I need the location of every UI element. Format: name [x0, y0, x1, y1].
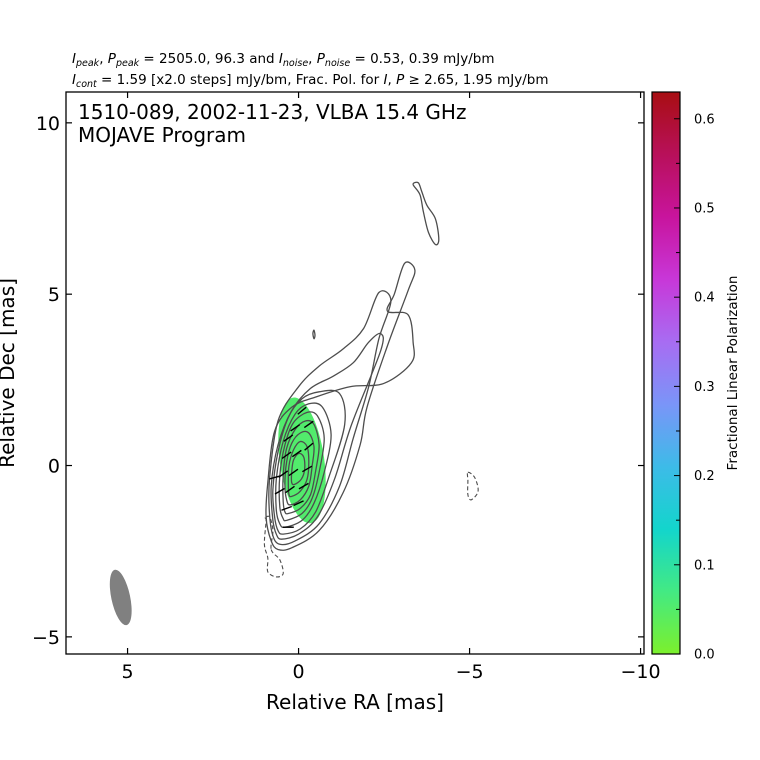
y-tick-label: 0 — [48, 456, 60, 478]
colorbar-tick-label: 0.3 — [694, 380, 715, 395]
stokes-i-contour-north-2 — [312, 329, 316, 340]
evpa-tick-4 — [304, 442, 314, 451]
colorbar-frame — [651, 91, 681, 655]
colorbar-tick-label: 0.0 — [694, 648, 715, 663]
map-layer — [109, 181, 479, 626]
evpa-tick-3 — [283, 434, 294, 442]
plot-frame — [65, 91, 645, 655]
colorbar-ticks: 0.0 0.1 0.2 0.3 0.4 0.5 0.6 — [674, 112, 715, 663]
x-axis-label: Relative RA [mas] — [266, 690, 444, 714]
y-axis-label: Relative Dec [mas] — [0, 278, 19, 468]
header-line-1: Ipeak, Ppeak = 2505.0, 96.3 and Inoise, … — [72, 51, 494, 69]
y-tick-label: 10 — [36, 113, 60, 135]
x-tick-label: 0 — [293, 661, 305, 683]
evpa-tick-2 — [290, 424, 301, 432]
stokes-i-contour-5 — [275, 402, 332, 528]
x-tick-label: −10 — [621, 661, 661, 683]
stokes-i-contour-8 — [284, 430, 315, 506]
x-tick-label: −5 — [456, 661, 484, 683]
negative-contour-1 — [466, 471, 479, 501]
evpa-tick-6 — [281, 451, 292, 459]
colorbar-tick-label: 0.2 — [694, 469, 715, 484]
x-tick-label: 5 — [122, 661, 134, 683]
restoring-beam — [109, 569, 132, 626]
stokes-i-contour-10 — [290, 452, 306, 486]
chart-title-line-1: 1510-089, 2002-11-23, VLBA 15.4 GHz — [78, 100, 466, 124]
colorbar-gradient — [652, 92, 680, 654]
chart-title-line-2: MOJAVE Program — [78, 123, 246, 147]
stokes-i-contour-4 — [272, 389, 346, 535]
evpa-tick-10 — [298, 482, 309, 490]
evpa-tick-5 — [291, 449, 302, 458]
plot-area: 5 0 −5 −10 10 5 0 −5 1510-089, 2002-11-23, VLBA… — [32, 91, 661, 683]
y-tick-label: −5 — [32, 627, 60, 649]
stokes-i-contour-7 — [282, 419, 320, 515]
evpa-tick-9 — [278, 470, 289, 478]
evpa-tick-8 — [288, 468, 299, 477]
colorbar-label: Fractional Linear Polarization — [725, 276, 741, 471]
y-tick-label: 5 — [48, 284, 60, 306]
stokes-i-contour-9 — [287, 440, 310, 498]
colorbar: 0.0 0.1 0.2 0.3 0.4 0.5 0.6 Fractional Linear … — [651, 91, 741, 663]
evpa-tick-1 — [303, 420, 314, 429]
evpa-tick-11 — [285, 485, 295, 494]
evpa-tick-16 — [297, 406, 307, 415]
evpa-tick-13 — [293, 500, 304, 507]
axis-ticks: 5 0 −5 −10 10 5 0 −5 — [32, 92, 661, 683]
colorbar-tick-label: 0.5 — [694, 201, 715, 216]
evpa-tick-12 — [274, 487, 285, 495]
colorbar-tick-label: 0.6 — [694, 112, 715, 127]
colorbar-tick-label: 0.1 — [694, 558, 715, 573]
stokes-i-contour-6 — [278, 411, 325, 522]
stokes-i-contour-2 — [268, 290, 392, 546]
negative-contour-2 — [263, 515, 284, 578]
evpa-tick-15 — [269, 475, 281, 480]
stokes-i-contour-1 — [265, 261, 416, 551]
colorbar-tick-label: 0.4 — [694, 291, 715, 306]
evpa-tick-14 — [281, 505, 293, 511]
stokes-i-contour-north-1 — [412, 181, 440, 246]
evpa-tick-7 — [302, 465, 313, 473]
header-line-2: Icont = 1.59 [x2.0 steps] mJy/bm, Frac. … — [72, 72, 549, 90]
stokes-i-contour-3 — [270, 332, 384, 540]
